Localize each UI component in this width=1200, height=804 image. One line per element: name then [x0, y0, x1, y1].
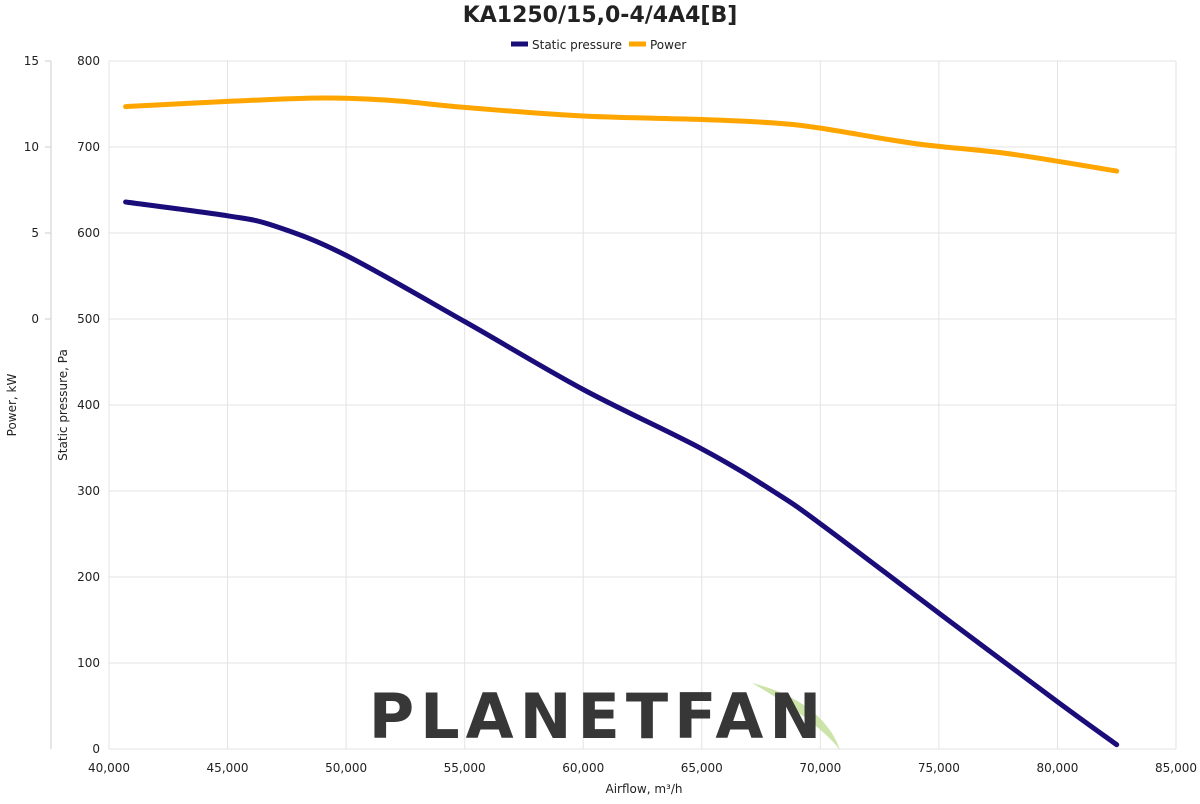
chart-title: KA1250/15,0-4/4A4[B]	[463, 3, 738, 28]
y-tick-label: 100	[77, 656, 100, 670]
series-lines	[123, 95, 1120, 748]
x-tick-label: 60,000	[562, 761, 604, 775]
grid-lines	[108, 60, 1177, 750]
x-tick-label: 50,000	[325, 761, 367, 775]
y-axis-label: Static pressure, Pa	[56, 349, 70, 461]
y2-tick-label: 0	[31, 312, 39, 326]
axes: 40,000 45,000 50,000 55,000 60,000 65,000 70,0…	[24, 54, 1197, 775]
x-tick-label: 85,000	[1155, 761, 1197, 775]
legend: Static pressure Power	[511, 38, 686, 52]
watermark-text: PLANETFAN	[369, 680, 828, 753]
y-tick-label: 600	[77, 226, 100, 240]
x-tick-label: 65,000	[681, 761, 723, 775]
x-tick-label: 75,000	[918, 761, 960, 775]
x-axis-label: Airflow, m³/h	[606, 782, 683, 796]
planetfan-watermark: PLANETFAN	[369, 680, 840, 753]
y2-axis-label: Power, kW	[5, 374, 19, 437]
y-tick-label: 0	[92, 742, 100, 756]
legend-label-power: Power	[650, 38, 686, 52]
x-tick-label: 55,000	[444, 761, 486, 775]
x-tick-label: 70,000	[799, 761, 841, 775]
y-tick-label: 500	[77, 312, 100, 326]
x-tick-label: 45,000	[207, 761, 249, 775]
y2-tick-label: 15	[24, 54, 39, 68]
series-line-power	[123, 95, 1120, 174]
y-tick-label: 800	[77, 54, 100, 68]
y2-tick-label: 5	[31, 226, 39, 240]
x-tick-label: 40,000	[88, 761, 130, 775]
series-line-static-pressure	[123, 199, 1120, 748]
y-tick-label: 700	[77, 140, 100, 154]
x-tick-label: 80,000	[1036, 761, 1078, 775]
y-tick-label: 400	[77, 398, 100, 412]
y-tick-label: 200	[77, 570, 100, 584]
y2-tick-label: 10	[24, 140, 39, 154]
y-tick-label: 300	[77, 484, 100, 498]
legend-label-static-pressure: Static pressure	[532, 38, 622, 52]
